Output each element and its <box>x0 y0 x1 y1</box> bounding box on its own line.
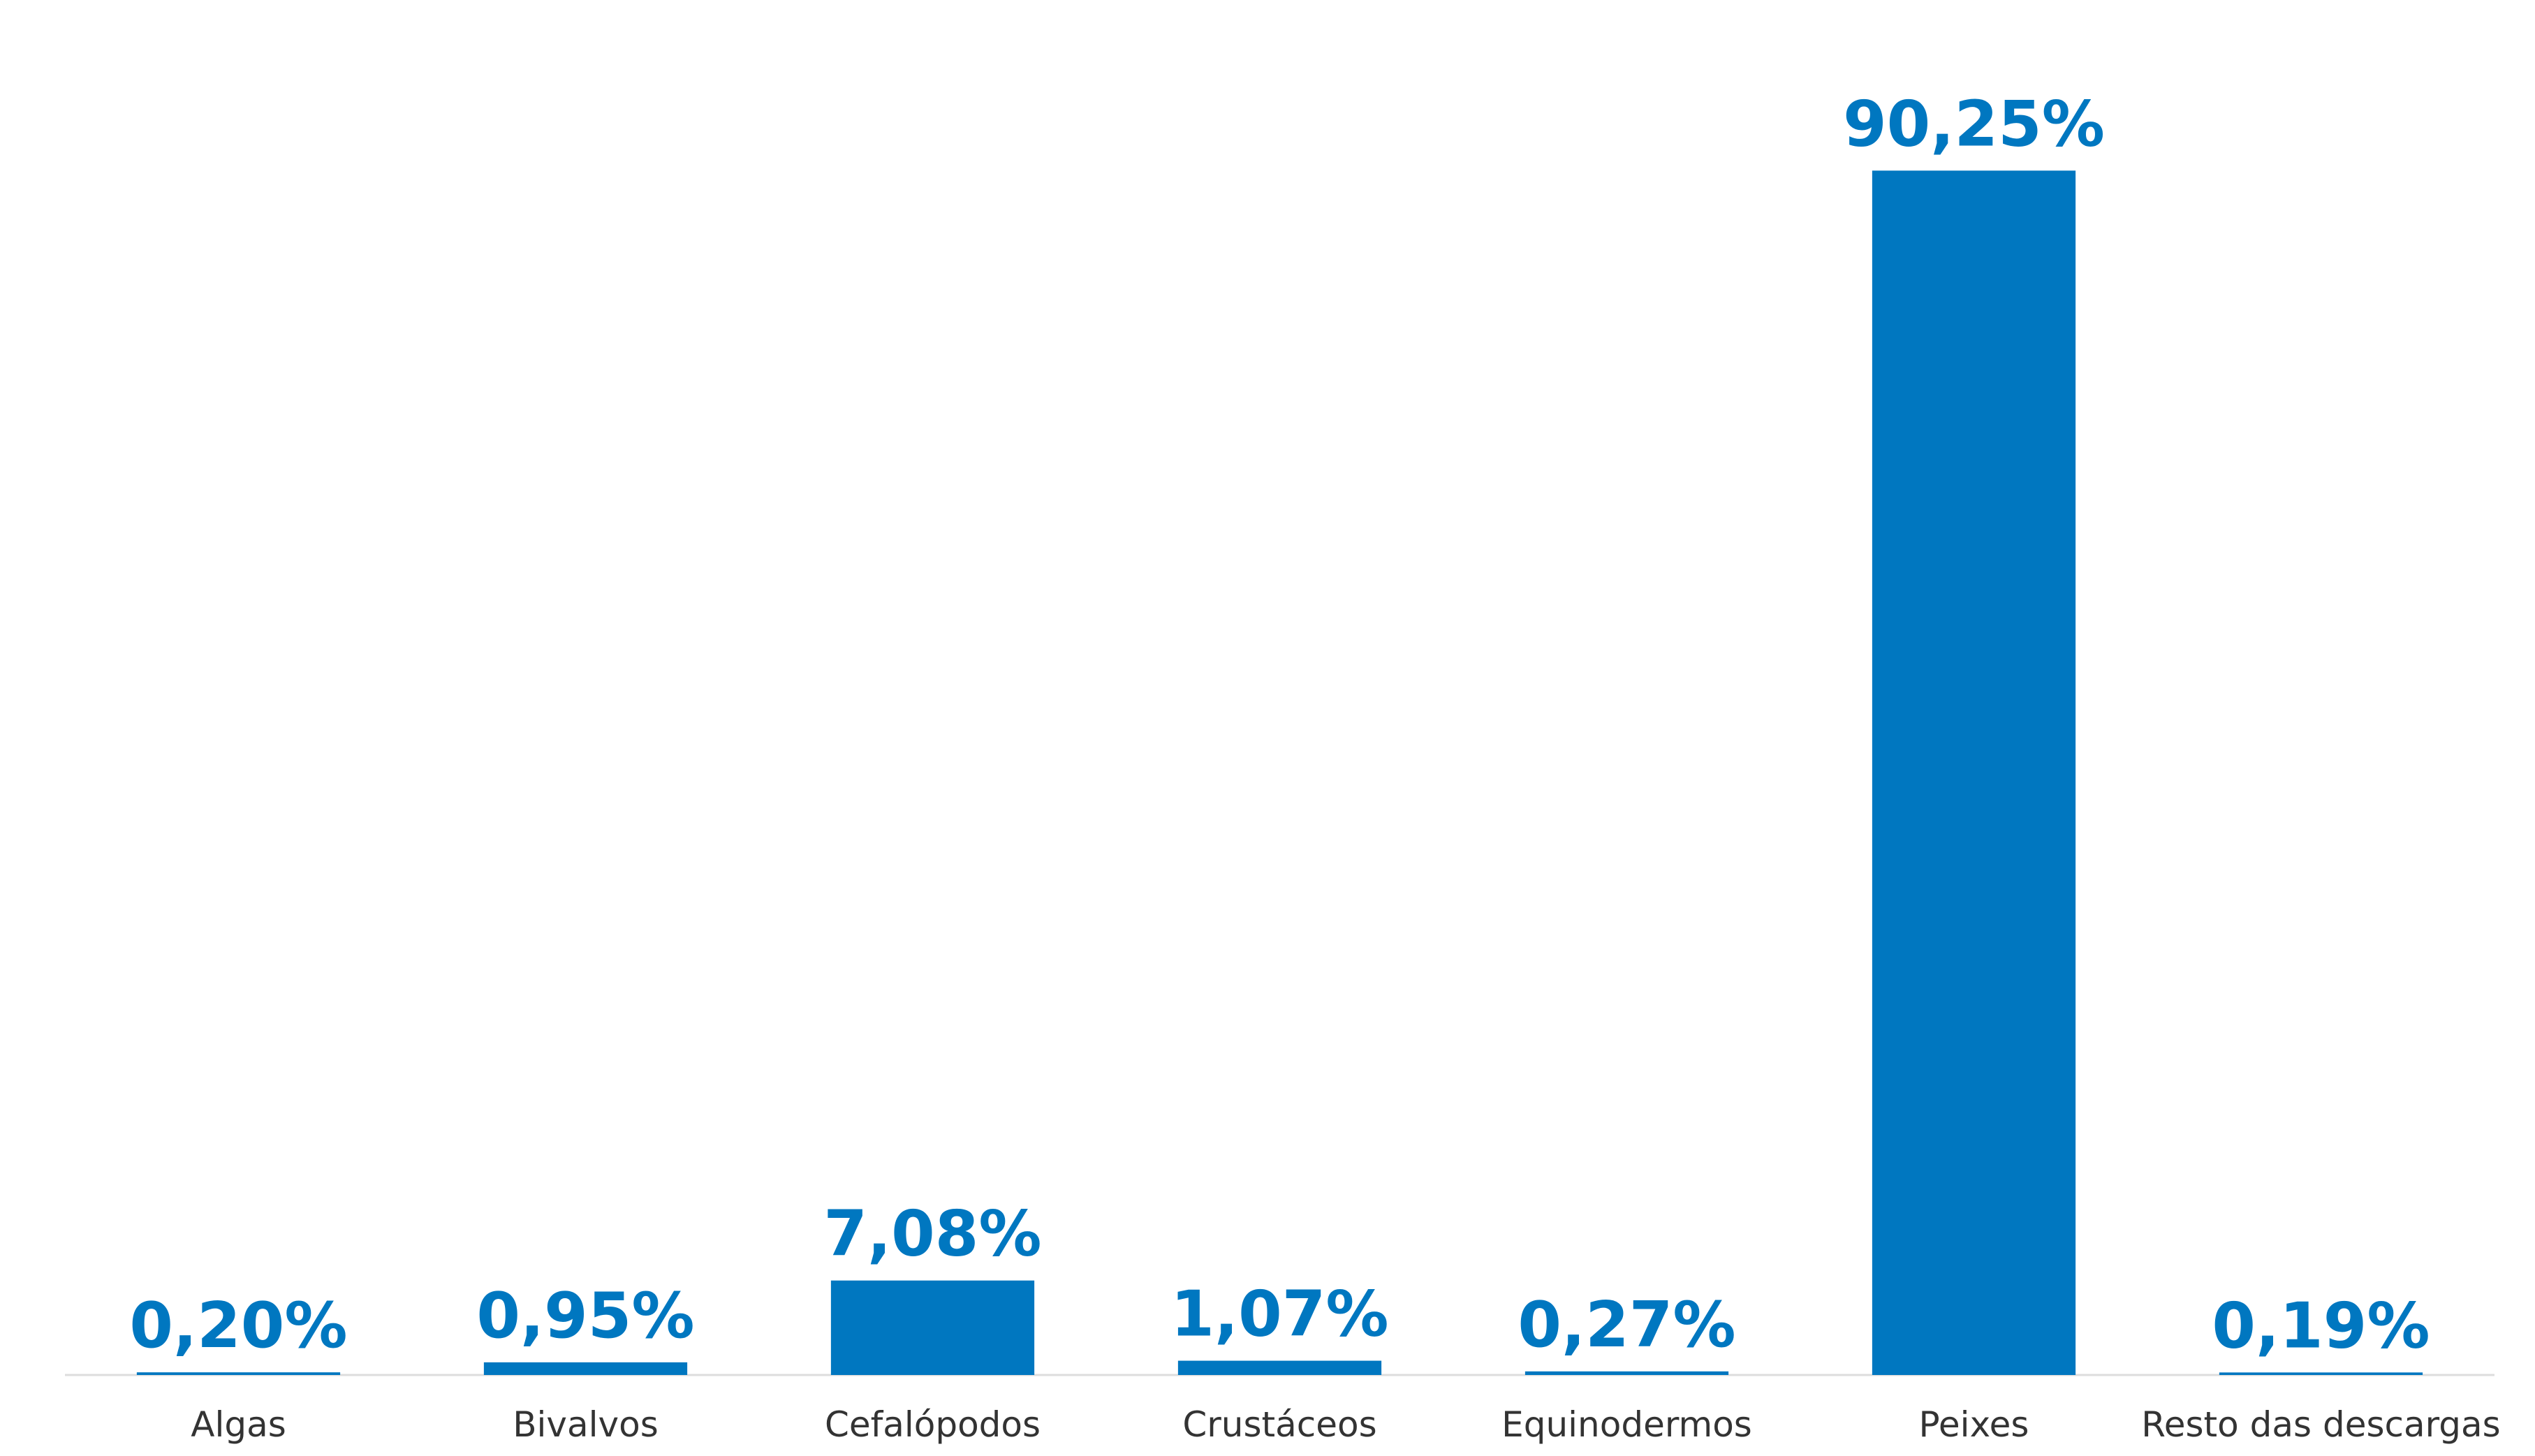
x-tick-label: Resto das descargas <box>2141 1404 2501 1445</box>
x-tick-label: Equinodermos <box>1501 1404 1752 1445</box>
value-label: 0,95% <box>476 1279 694 1353</box>
bar <box>1177 1360 1382 1375</box>
bar <box>1872 170 2076 1375</box>
value-label: 7,08% <box>823 1198 1041 1271</box>
bar <box>483 1362 688 1375</box>
x-tick-label: Cefalópodos <box>825 1404 1041 1445</box>
x-tick-label: Peixes <box>1919 1404 2029 1445</box>
bar <box>136 1372 341 1375</box>
x-tick-label: Crustáceos <box>1182 1404 1376 1445</box>
value-label: 1,07% <box>1170 1278 1388 1351</box>
bar <box>830 1280 1035 1375</box>
bar <box>1524 1371 1729 1375</box>
value-label: 0,20% <box>129 1289 347 1362</box>
bar <box>2219 1372 2423 1375</box>
value-label: 90,25% <box>1843 87 2105 161</box>
x-tick-label: Bivalvos <box>513 1404 659 1445</box>
x-tick-label: Algas <box>191 1404 286 1445</box>
value-label: 0,27% <box>1518 1288 1735 1362</box>
value-label: 0,19% <box>2212 1289 2430 1362</box>
